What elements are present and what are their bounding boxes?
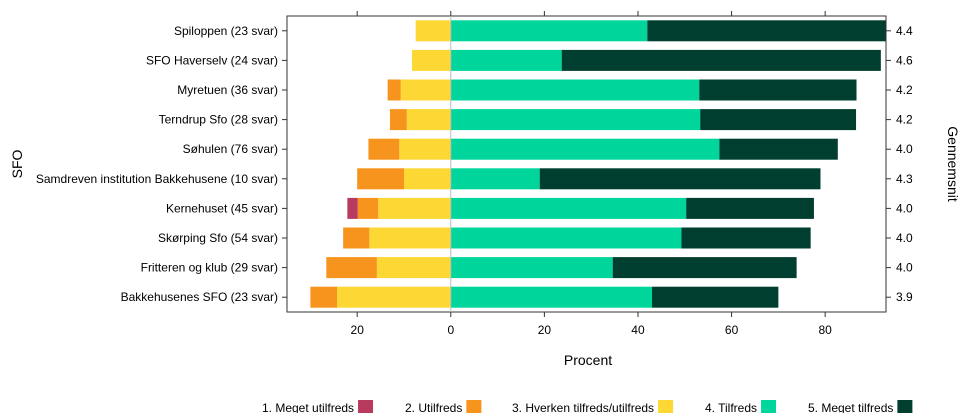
bar-segment <box>450 227 682 249</box>
plot-frame <box>286 15 887 313</box>
bar-segment <box>450 138 720 160</box>
bar-segment <box>389 109 407 131</box>
bar-segment <box>450 286 653 308</box>
bar-segment <box>450 197 687 219</box>
bar-segment <box>699 79 857 101</box>
legend-swatch <box>897 400 913 413</box>
category-label: Kernehuset (45 svar) <box>166 201 278 215</box>
bar-segment <box>376 257 451 279</box>
category-label: Søhulen (76 svar) <box>183 142 278 156</box>
average-label: 4.2 <box>896 83 913 97</box>
average-label: 4.0 <box>896 142 913 156</box>
average-label: 4.4 <box>896 24 913 38</box>
category-label: Myretuen (36 svar) <box>177 83 278 97</box>
legend-swatch <box>358 400 374 413</box>
category-labels-layer: Spiloppen (23 svar) SFO Haverselv (24 sva… <box>36 24 287 304</box>
legend-label: 5. Meget tilfreds <box>808 401 893 413</box>
category-label: Terndrup Sfo (28 svar) <box>159 113 278 127</box>
legend: 1. Meget utilfreds 2. Utilfreds 3. Hverken… <box>262 400 913 415</box>
x-axis-label: Procent <box>564 352 612 368</box>
category-label: Spiloppen (23 svar) <box>174 24 278 38</box>
bar-segment <box>403 168 451 190</box>
category-label: Bakkehusenes SFO (23 svar) <box>121 290 278 304</box>
secondary-axis-label: Gennemsnit <box>945 126 961 202</box>
bar-segment <box>561 49 881 71</box>
x-tick-label: 40 <box>631 323 645 337</box>
x-tick-label: 60 <box>725 323 739 337</box>
average-labels-layer: 4.4 4.6 4.2 4.2 4.0 4.3 4.0 4.0 4.0 3.9 <box>886 24 913 304</box>
bar-segment <box>357 168 404 190</box>
bar-segment <box>415 20 451 42</box>
x-tick-label: 0 <box>447 323 454 337</box>
bar-segment <box>612 257 797 279</box>
x-tick-label: 20 <box>351 323 365 337</box>
legend-swatch <box>466 400 482 413</box>
bar-segment <box>411 49 451 71</box>
bar-segment <box>700 109 857 131</box>
bar-segment <box>539 168 821 190</box>
bar-segment <box>387 79 401 101</box>
category-label: Skørping Sfo (54 svar) <box>158 231 278 245</box>
average-label: 3.9 <box>896 290 913 304</box>
bar-segment <box>406 109 451 131</box>
legend-label: 4. Tilfreds <box>705 401 757 413</box>
bar-segment <box>450 79 700 101</box>
bar-segment <box>686 197 814 219</box>
bar-segment <box>357 197 379 219</box>
category-label: Fritteren og klub (29 svar) <box>141 261 278 275</box>
x-ticks-layer: 20 0 20 40 60 80 <box>351 11 832 337</box>
bar-segment <box>647 20 886 42</box>
bar-segment <box>719 138 838 160</box>
bar-segment <box>368 138 400 160</box>
average-label: 4.0 <box>896 231 913 245</box>
bar-segment <box>369 227 451 249</box>
bars-layer <box>310 20 886 308</box>
bar-segment <box>450 168 540 190</box>
bar-segment <box>347 197 358 219</box>
legend-swatch <box>658 400 674 413</box>
bar-segment <box>310 286 338 308</box>
category-label: SFO Haverselv (24 svar) <box>146 53 278 67</box>
bar-segment <box>400 79 451 101</box>
x-tick-label: 20 <box>538 323 552 337</box>
legend-label: 2. Utilfreds <box>405 401 462 413</box>
bar-segment <box>450 49 562 71</box>
category-label: Samdreven institution Bakkehusene (10 sv… <box>36 172 278 186</box>
bar-segment <box>343 227 370 249</box>
bar-segment <box>326 257 377 279</box>
bar-segment <box>399 138 451 160</box>
y-axis-label: SFO <box>9 150 25 179</box>
average-label: 4.6 <box>896 53 913 67</box>
average-label: 4.3 <box>896 172 913 186</box>
bar-segment <box>450 109 701 131</box>
x-tick-label: 80 <box>818 323 832 337</box>
average-label: 4.2 <box>896 113 913 127</box>
bar-segment <box>652 286 779 308</box>
legend-label: 1. Meget utilfreds <box>262 401 354 413</box>
bar-segment <box>450 20 648 42</box>
legend-swatch <box>761 400 777 413</box>
average-label: 4.0 <box>896 201 913 215</box>
legend-label: 3. Hverken tilfreds/utilfreds <box>512 401 654 413</box>
bar-segment <box>681 227 811 249</box>
bar-segment <box>450 257 613 279</box>
bar-segment <box>337 286 451 308</box>
bar-segment <box>378 197 451 219</box>
average-label: 4.0 <box>896 261 913 275</box>
